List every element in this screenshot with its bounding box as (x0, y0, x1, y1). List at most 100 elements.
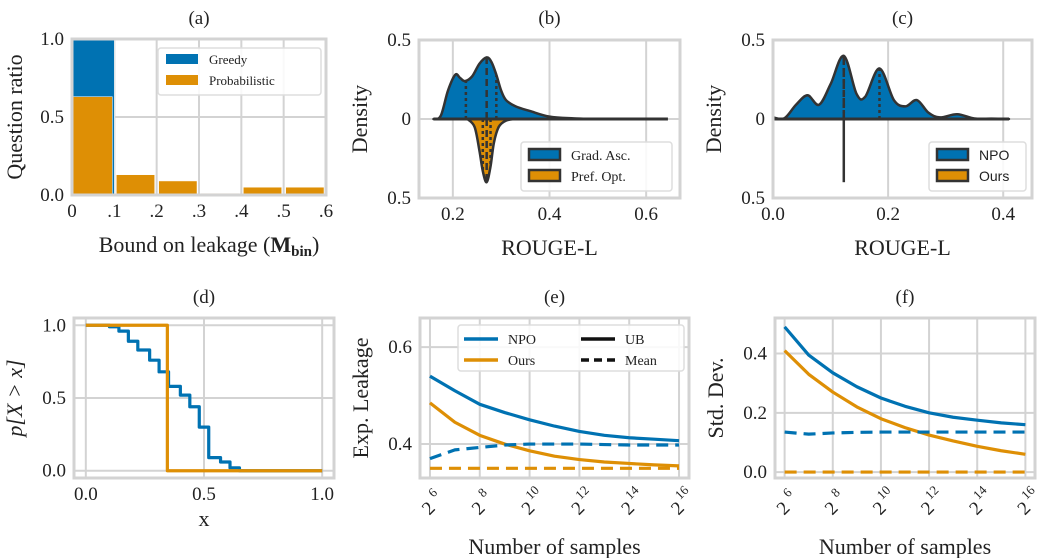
bar-probabilistic (72, 96, 113, 196)
legend-swatch-greedy (166, 54, 198, 64)
plot-frame (773, 316, 1037, 480)
y-tick-label: 0.4 (743, 344, 767, 365)
x-label-text: Bound on leakage ( (99, 232, 271, 257)
tick-base: 2 (869, 498, 891, 520)
x-tick-label: 210 (869, 482, 893, 520)
violin-grad-asc- (432, 56, 667, 121)
x-axis-label: ROUGE-L (501, 235, 598, 260)
tick-base: 2 (617, 498, 639, 520)
tick-exponent: 6 (425, 484, 441, 500)
x-tick-label: 216 (667, 482, 692, 520)
tick-base: 2 (518, 498, 540, 520)
y-tick-label: 0.5 (387, 30, 411, 51)
x-tick-label: 0.0 (761, 204, 785, 225)
y-tick-label: 0.6 (388, 337, 412, 358)
x-tick-label: .4 (234, 201, 249, 222)
y-tick-label: 0 (756, 109, 766, 130)
y-axis-label: Density (347, 85, 372, 153)
x-tick-label: .1 (107, 201, 121, 222)
series-line-npo (85, 323, 323, 473)
y-tick-label: 1.0 (40, 29, 64, 50)
legend-label: Greedy (209, 52, 248, 67)
x-tick-label: 0.0 (74, 484, 98, 505)
x-tick-label: 212 (917, 482, 941, 520)
series-line-npo-ub (429, 374, 680, 443)
legend-label: Ours (508, 354, 535, 369)
legend-swatch-npo (935, 147, 970, 162)
tick-base: 2 (917, 498, 939, 520)
panel-title: (b) (538, 8, 560, 29)
plot-content (428, 374, 680, 470)
x-tick-label: 1.0 (310, 484, 334, 505)
x-tick-label: 210 (518, 482, 542, 520)
legend-label: Pref. Opt. (571, 170, 626, 185)
panel-title: (d) (193, 287, 215, 308)
violin-npo (771, 54, 1011, 121)
plot-frame (72, 316, 336, 480)
x-tick-label: 26 (773, 484, 796, 519)
x-tick-label: .5 (277, 201, 291, 222)
x-tick-label: 0.4 (538, 204, 562, 225)
x-tick-label: 0.2 (876, 204, 900, 225)
tick-exponent: 6 (780, 484, 796, 500)
y-tick-label: 0.0 (743, 462, 767, 483)
panel-title: (c) (892, 8, 913, 29)
series-line-ours-ub (428, 401, 680, 468)
tick-base: 2 (468, 498, 490, 520)
series-line-ours (85, 323, 323, 473)
legend-label: NPO (979, 147, 1009, 163)
tick-base: 2 (1014, 498, 1036, 520)
tick-base: 2 (821, 498, 843, 520)
x-tick-label: 0 (67, 201, 77, 222)
panel-title: (a) (188, 8, 209, 29)
y-axis-label: Std. Dev. (703, 357, 728, 438)
legend-label: Mean (625, 354, 657, 369)
panel-a: (a) 0.0 0.5 1.0 0 .1 .2 .3 .4 .5 .6 Bound on leakag… (2, 8, 333, 260)
plot-content (71, 38, 325, 196)
x-tick-label: 0.2 (441, 204, 465, 225)
plot-frame (771, 38, 1034, 200)
tick-base: 2 (965, 498, 987, 520)
legend-label: Ours (979, 168, 1009, 184)
plot-frame (70, 37, 328, 197)
legend-box (457, 324, 685, 372)
x-axis-label: Number of samples (819, 534, 991, 558)
x-axis-label: Number of samples (468, 534, 640, 558)
legend-label: NPO (508, 333, 536, 348)
legend-swatch-probabilistic (166, 75, 198, 85)
legend: NPO Ours (928, 141, 1027, 192)
series-line-npo-mean (429, 442, 680, 461)
legend: NPO UB Ours Mean (457, 324, 685, 372)
plot-content (432, 56, 668, 184)
y-axis-label: Question ratio (2, 54, 27, 179)
legend: Grad. Asc. Pref. Opt. (520, 141, 673, 192)
y-axis-label: Exp. Leakage (348, 338, 373, 459)
x-axis-label: Bound on leakage (Mbin) (99, 232, 320, 260)
x-axis-label: ROUGE-L (854, 235, 951, 260)
y-tick-label: 0.0 (42, 461, 66, 482)
y-tick-label: 0.5 (741, 188, 765, 209)
legend-label: Probabilistic (209, 73, 275, 88)
tick-base: 2 (568, 498, 590, 520)
y-axis-label: Density (701, 85, 726, 153)
legend-label: Grad. Asc. (571, 149, 631, 164)
legend-swatch-pref-opt- (527, 168, 562, 183)
panel-d: (d) 0.0 0.5 1.0 0.0 0.5 1.0 x p[X > x] (2, 287, 336, 531)
tick-exponent: 8 (475, 485, 490, 500)
tick-exponent: 8 (828, 485, 843, 500)
x-tick-label: 28 (468, 485, 490, 520)
legend: Greedy Probabilistic (157, 47, 322, 96)
y-tick-label: 1.0 (42, 315, 66, 336)
x-tick-label: .2 (150, 201, 164, 222)
legend-swatch-ours (935, 168, 970, 183)
series-line-ours-ub (783, 349, 1026, 456)
x-tick-label: 214 (617, 482, 642, 520)
y-tick-label: 0.5 (42, 388, 66, 409)
panel-title: (f) (896, 287, 915, 308)
tick-base: 2 (667, 498, 689, 520)
bar-probabilistic (116, 174, 155, 196)
